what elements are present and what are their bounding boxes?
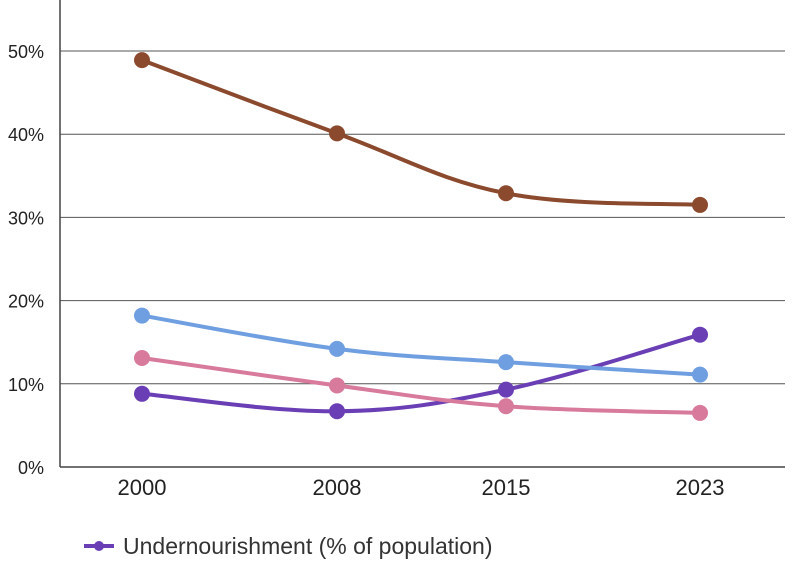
series-2 [134,307,708,383]
data-point [329,125,345,142]
data-point [692,196,708,213]
y-tick-label: 20% [8,292,44,312]
data-point [692,366,708,383]
y-tick-label: 30% [8,208,44,228]
x-axis-ticks: 2000 2008 2015 2023 [118,475,725,500]
data-point [329,403,345,420]
data-point [498,354,514,371]
x-tick-label: 2000 [118,475,167,500]
series-line [140,58,702,207]
series-line [140,332,702,414]
data-point [498,185,514,202]
data-point [329,377,345,394]
series-line [140,356,702,415]
series-1 [134,52,708,213]
gridlines [60,50,785,385]
legend-item[interactable]: Undernourishment (% of population) [84,533,492,559]
y-tick-label: 50% [8,42,44,62]
legend-label: Child wasting (% of children under five … [123,567,622,570]
data-point [134,385,150,402]
y-axis-ticks: 0% 10% 20% 30% 40% 50% [8,42,44,478]
data-point [498,381,514,398]
legend: Undernourishment (% of population) Child … [84,533,622,570]
series-3 [134,350,708,421]
y-tick-label: 40% [8,125,44,145]
y-tick-label: 0% [18,458,44,478]
series-group [134,52,708,421]
data-point [692,326,708,343]
legend-swatch-marker [94,541,104,551]
series-0 [134,326,708,420]
x-tick-label: 2023 [676,475,725,500]
data-point [134,350,150,367]
data-point [329,340,345,357]
y-tick-label: 10% [8,375,44,395]
series-line [140,313,702,377]
x-tick-label: 2008 [313,475,362,500]
legend-item[interactable]: Child wasting (% of children under five … [84,567,622,570]
legend-label: Undernourishment (% of population) [123,533,492,559]
x-tick-label: 2015 [482,475,531,500]
data-point [692,404,708,421]
data-point [134,52,150,69]
data-point [498,398,514,415]
data-point [134,307,150,324]
